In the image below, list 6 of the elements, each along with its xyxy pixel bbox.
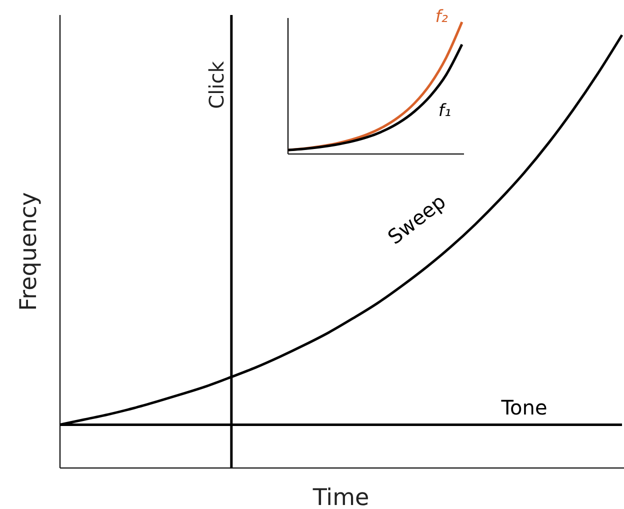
y-axis-title: Frequency (16, 192, 42, 311)
annotation: Click (204, 60, 228, 109)
x-axis-title: Time (312, 485, 370, 509)
series-label: Tone (500, 396, 548, 420)
series-label: f₂ (435, 7, 448, 27)
series-label: f₁ (438, 100, 452, 121)
